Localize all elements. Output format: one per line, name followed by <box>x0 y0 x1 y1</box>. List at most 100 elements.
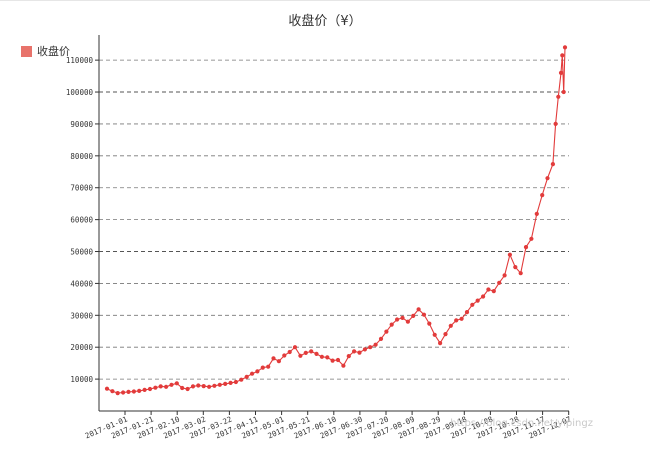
data-point <box>553 121 558 126</box>
series-close-price <box>104 45 568 396</box>
data-point <box>303 350 308 355</box>
y-axis-ticks: 10000 20000 30000 40000 50000 60000 70000 80000… <box>66 56 99 384</box>
y-tick-label: 90000 <box>70 120 93 129</box>
legend-swatch <box>21 45 32 57</box>
data-point <box>378 336 384 341</box>
data-point <box>142 387 147 392</box>
data-point <box>352 349 357 354</box>
data-point <box>368 345 373 350</box>
data-point <box>255 369 260 374</box>
data-point <box>147 386 153 392</box>
data-point <box>443 332 448 337</box>
data-point <box>470 302 475 307</box>
data-point <box>560 53 565 58</box>
y-tick-label: 80000 <box>70 152 93 161</box>
data-point <box>502 273 507 278</box>
grid-lines <box>99 59 569 380</box>
series-line <box>106 47 566 394</box>
data-point <box>126 389 131 394</box>
y-tick-label: 70000 <box>70 184 93 193</box>
axes <box>98 35 569 412</box>
data-point <box>217 382 222 387</box>
data-point <box>250 371 255 376</box>
data-point <box>319 354 324 359</box>
data-point <box>276 359 281 364</box>
data-point <box>115 391 120 396</box>
data-point <box>523 245 529 250</box>
data-point <box>180 385 185 391</box>
data-point <box>545 176 550 181</box>
y-tick-label: 60000 <box>70 216 93 225</box>
data-point <box>239 377 244 382</box>
data-point <box>491 289 496 294</box>
data-point <box>201 384 206 389</box>
legend-label: 收盘价 <box>37 45 70 58</box>
data-point <box>550 162 556 167</box>
data-point <box>497 280 502 285</box>
y-tick-label: 110000 <box>66 56 94 65</box>
data-point <box>395 317 400 322</box>
data-point <box>518 271 523 276</box>
y-tick-label: 100000 <box>66 88 94 97</box>
data-point <box>459 316 464 321</box>
y-tick-label: 20000 <box>70 343 93 352</box>
data-point <box>314 351 319 356</box>
data-point <box>534 211 539 216</box>
data-point <box>562 45 568 50</box>
data-point <box>298 353 303 358</box>
data-point <box>287 349 292 355</box>
data-point <box>131 389 136 394</box>
data-point <box>341 363 346 368</box>
data-point <box>212 383 217 388</box>
data-point <box>513 265 518 270</box>
legend[interactable]: 收盘价 <box>21 43 70 59</box>
data-point <box>223 381 228 386</box>
data-point <box>507 252 512 257</box>
data-point <box>432 332 437 337</box>
data-point <box>207 384 212 389</box>
y-tick-label: 10000 <box>70 375 93 384</box>
data-point <box>325 355 330 360</box>
data-point <box>400 315 405 320</box>
data-point <box>454 318 459 323</box>
data-point <box>529 236 534 241</box>
data-point <box>233 379 238 385</box>
y-tick-label: 50000 <box>70 248 93 257</box>
data-point <box>228 380 233 385</box>
y-tick-label: 30000 <box>70 311 93 320</box>
data-point <box>309 349 314 354</box>
data-point <box>271 356 276 361</box>
y-tick-label: 40000 <box>70 279 93 288</box>
data-point <box>260 365 265 370</box>
chart-title: 收盘价（¥） <box>288 14 362 29</box>
data-point <box>153 385 158 390</box>
data-point <box>244 374 249 379</box>
data-point <box>486 287 491 292</box>
data-point <box>104 386 110 391</box>
data-point <box>464 310 470 315</box>
data-point <box>411 313 416 318</box>
data-point <box>448 323 453 328</box>
watermark: https://blog.csdn.net/yipingz <box>450 418 593 429</box>
data-point <box>421 312 427 317</box>
data-point <box>405 319 410 324</box>
data-point <box>190 384 196 389</box>
data-point <box>475 298 480 303</box>
data-point <box>266 364 271 369</box>
data-point <box>164 384 169 389</box>
data-point <box>196 383 201 388</box>
data-point <box>558 70 564 75</box>
data-point <box>556 94 561 99</box>
data-point <box>561 89 566 95</box>
data-point <box>416 307 421 312</box>
data-point <box>357 350 362 355</box>
data-point <box>185 386 190 392</box>
data-point <box>282 353 287 358</box>
data-point <box>362 347 367 352</box>
data-point <box>373 342 378 347</box>
data-point <box>330 358 335 363</box>
data-point <box>174 381 179 386</box>
data-point <box>121 390 126 395</box>
